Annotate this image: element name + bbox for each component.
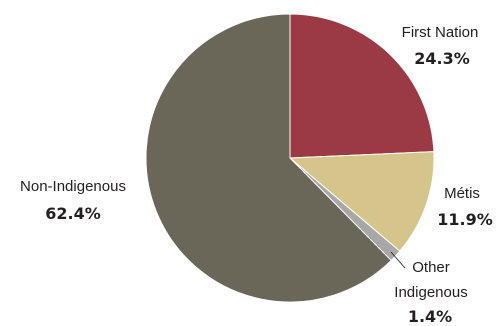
metis-percent: 11.9% (437, 210, 493, 229)
pie-slice-first-nation (289, 13, 435, 159)
first-nation-label: First Nation (402, 24, 479, 41)
metis-label: Métis (444, 185, 480, 202)
non-indigenous-label: Non-Indigenous (20, 178, 126, 195)
other-indigenous-label-line-2: Indigenous (394, 284, 467, 301)
pie-slices (145, 13, 435, 303)
non-indigenous-percent: 62.4% (45, 204, 101, 223)
first-nation-percent: 24.3% (414, 49, 470, 68)
other-indigenous-leader-line (390, 251, 406, 269)
pie-slice-metis (288, 151, 435, 252)
other-indigenous-label-line-1: Other (412, 259, 450, 276)
pie-slice-non-indigenous (145, 13, 392, 303)
other-indigenous-percent: 1.4% (408, 307, 452, 326)
